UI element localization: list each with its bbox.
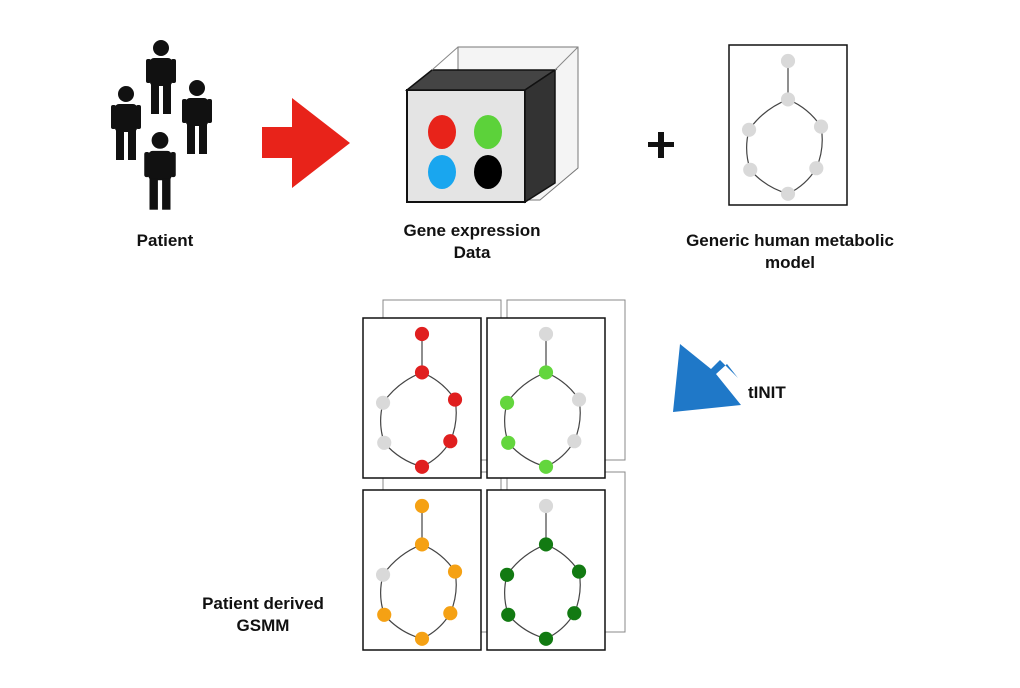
inactive-node bbox=[567, 434, 582, 449]
patients-icon bbox=[111, 40, 212, 210]
blue-dot bbox=[428, 155, 456, 189]
red-dot bbox=[428, 115, 456, 149]
inactive-node bbox=[377, 435, 392, 450]
person-left-icon bbox=[111, 86, 141, 160]
patient-derived-label: Patient derived GSMM bbox=[178, 593, 348, 637]
generic-network bbox=[728, 44, 848, 206]
active-node bbox=[538, 365, 554, 380]
generic-metabolic-model bbox=[728, 44, 848, 206]
active-node bbox=[538, 537, 554, 552]
darkgreen-model bbox=[486, 489, 606, 651]
person-right-icon bbox=[182, 80, 212, 154]
active-node bbox=[538, 631, 554, 646]
gene-expression-label: Gene expression Data bbox=[372, 220, 572, 264]
red-arrow-icon bbox=[262, 98, 350, 188]
active-node bbox=[447, 564, 463, 579]
active-node bbox=[414, 326, 430, 342]
blue-arrow-icon bbox=[673, 344, 741, 412]
inactive-node bbox=[743, 162, 758, 177]
active-node bbox=[377, 607, 392, 622]
inactive-node bbox=[538, 326, 554, 342]
inactive-node bbox=[813, 119, 829, 134]
plus-sign bbox=[648, 132, 674, 158]
active-node bbox=[443, 606, 458, 621]
inactive-node bbox=[741, 122, 757, 137]
person-front-icon bbox=[144, 132, 176, 210]
active-node bbox=[414, 365, 430, 380]
person-back-icon bbox=[146, 40, 176, 114]
inactive-node bbox=[375, 567, 391, 582]
active-node bbox=[447, 392, 463, 407]
patient-label: Patient bbox=[136, 231, 194, 250]
generic-model-label-line1: Generic human metabolic bbox=[686, 231, 894, 250]
gene-expression-label-line1: Gene expression bbox=[403, 221, 541, 240]
active-node bbox=[567, 606, 582, 621]
active-node bbox=[414, 537, 430, 552]
active-node bbox=[414, 631, 430, 646]
active-node bbox=[499, 395, 515, 410]
red-model bbox=[362, 317, 482, 479]
patient-models-grid bbox=[362, 299, 626, 651]
inactive-node bbox=[780, 92, 796, 107]
gene-expression-cube bbox=[404, 46, 579, 204]
active-node bbox=[501, 435, 516, 450]
inactive-node bbox=[538, 498, 554, 514]
active-node bbox=[501, 607, 516, 622]
inactive-node bbox=[571, 392, 587, 407]
orange-model bbox=[362, 489, 482, 651]
generic-model-label: Generic human metabolic model bbox=[640, 230, 940, 274]
active-node bbox=[499, 567, 515, 582]
green-dot bbox=[474, 115, 502, 149]
inactive-node bbox=[375, 395, 391, 410]
black-dot bbox=[474, 155, 502, 189]
active-node bbox=[538, 459, 554, 474]
inactive-node bbox=[809, 161, 824, 176]
gene-expression-label-line2: Data bbox=[453, 243, 491, 262]
active-node bbox=[571, 564, 587, 579]
green-model bbox=[486, 317, 606, 479]
active-node bbox=[414, 498, 430, 514]
inactive-node bbox=[780, 186, 796, 201]
generic-model-label-line2: model bbox=[764, 253, 816, 272]
patient-derived-label-line2: GSMM bbox=[236, 616, 290, 635]
active-node bbox=[414, 459, 430, 474]
patient-derived-label-line1: Patient derived bbox=[202, 594, 324, 613]
inactive-node bbox=[780, 53, 796, 69]
active-node bbox=[443, 434, 458, 449]
tinit-label: tINIT bbox=[748, 383, 786, 402]
